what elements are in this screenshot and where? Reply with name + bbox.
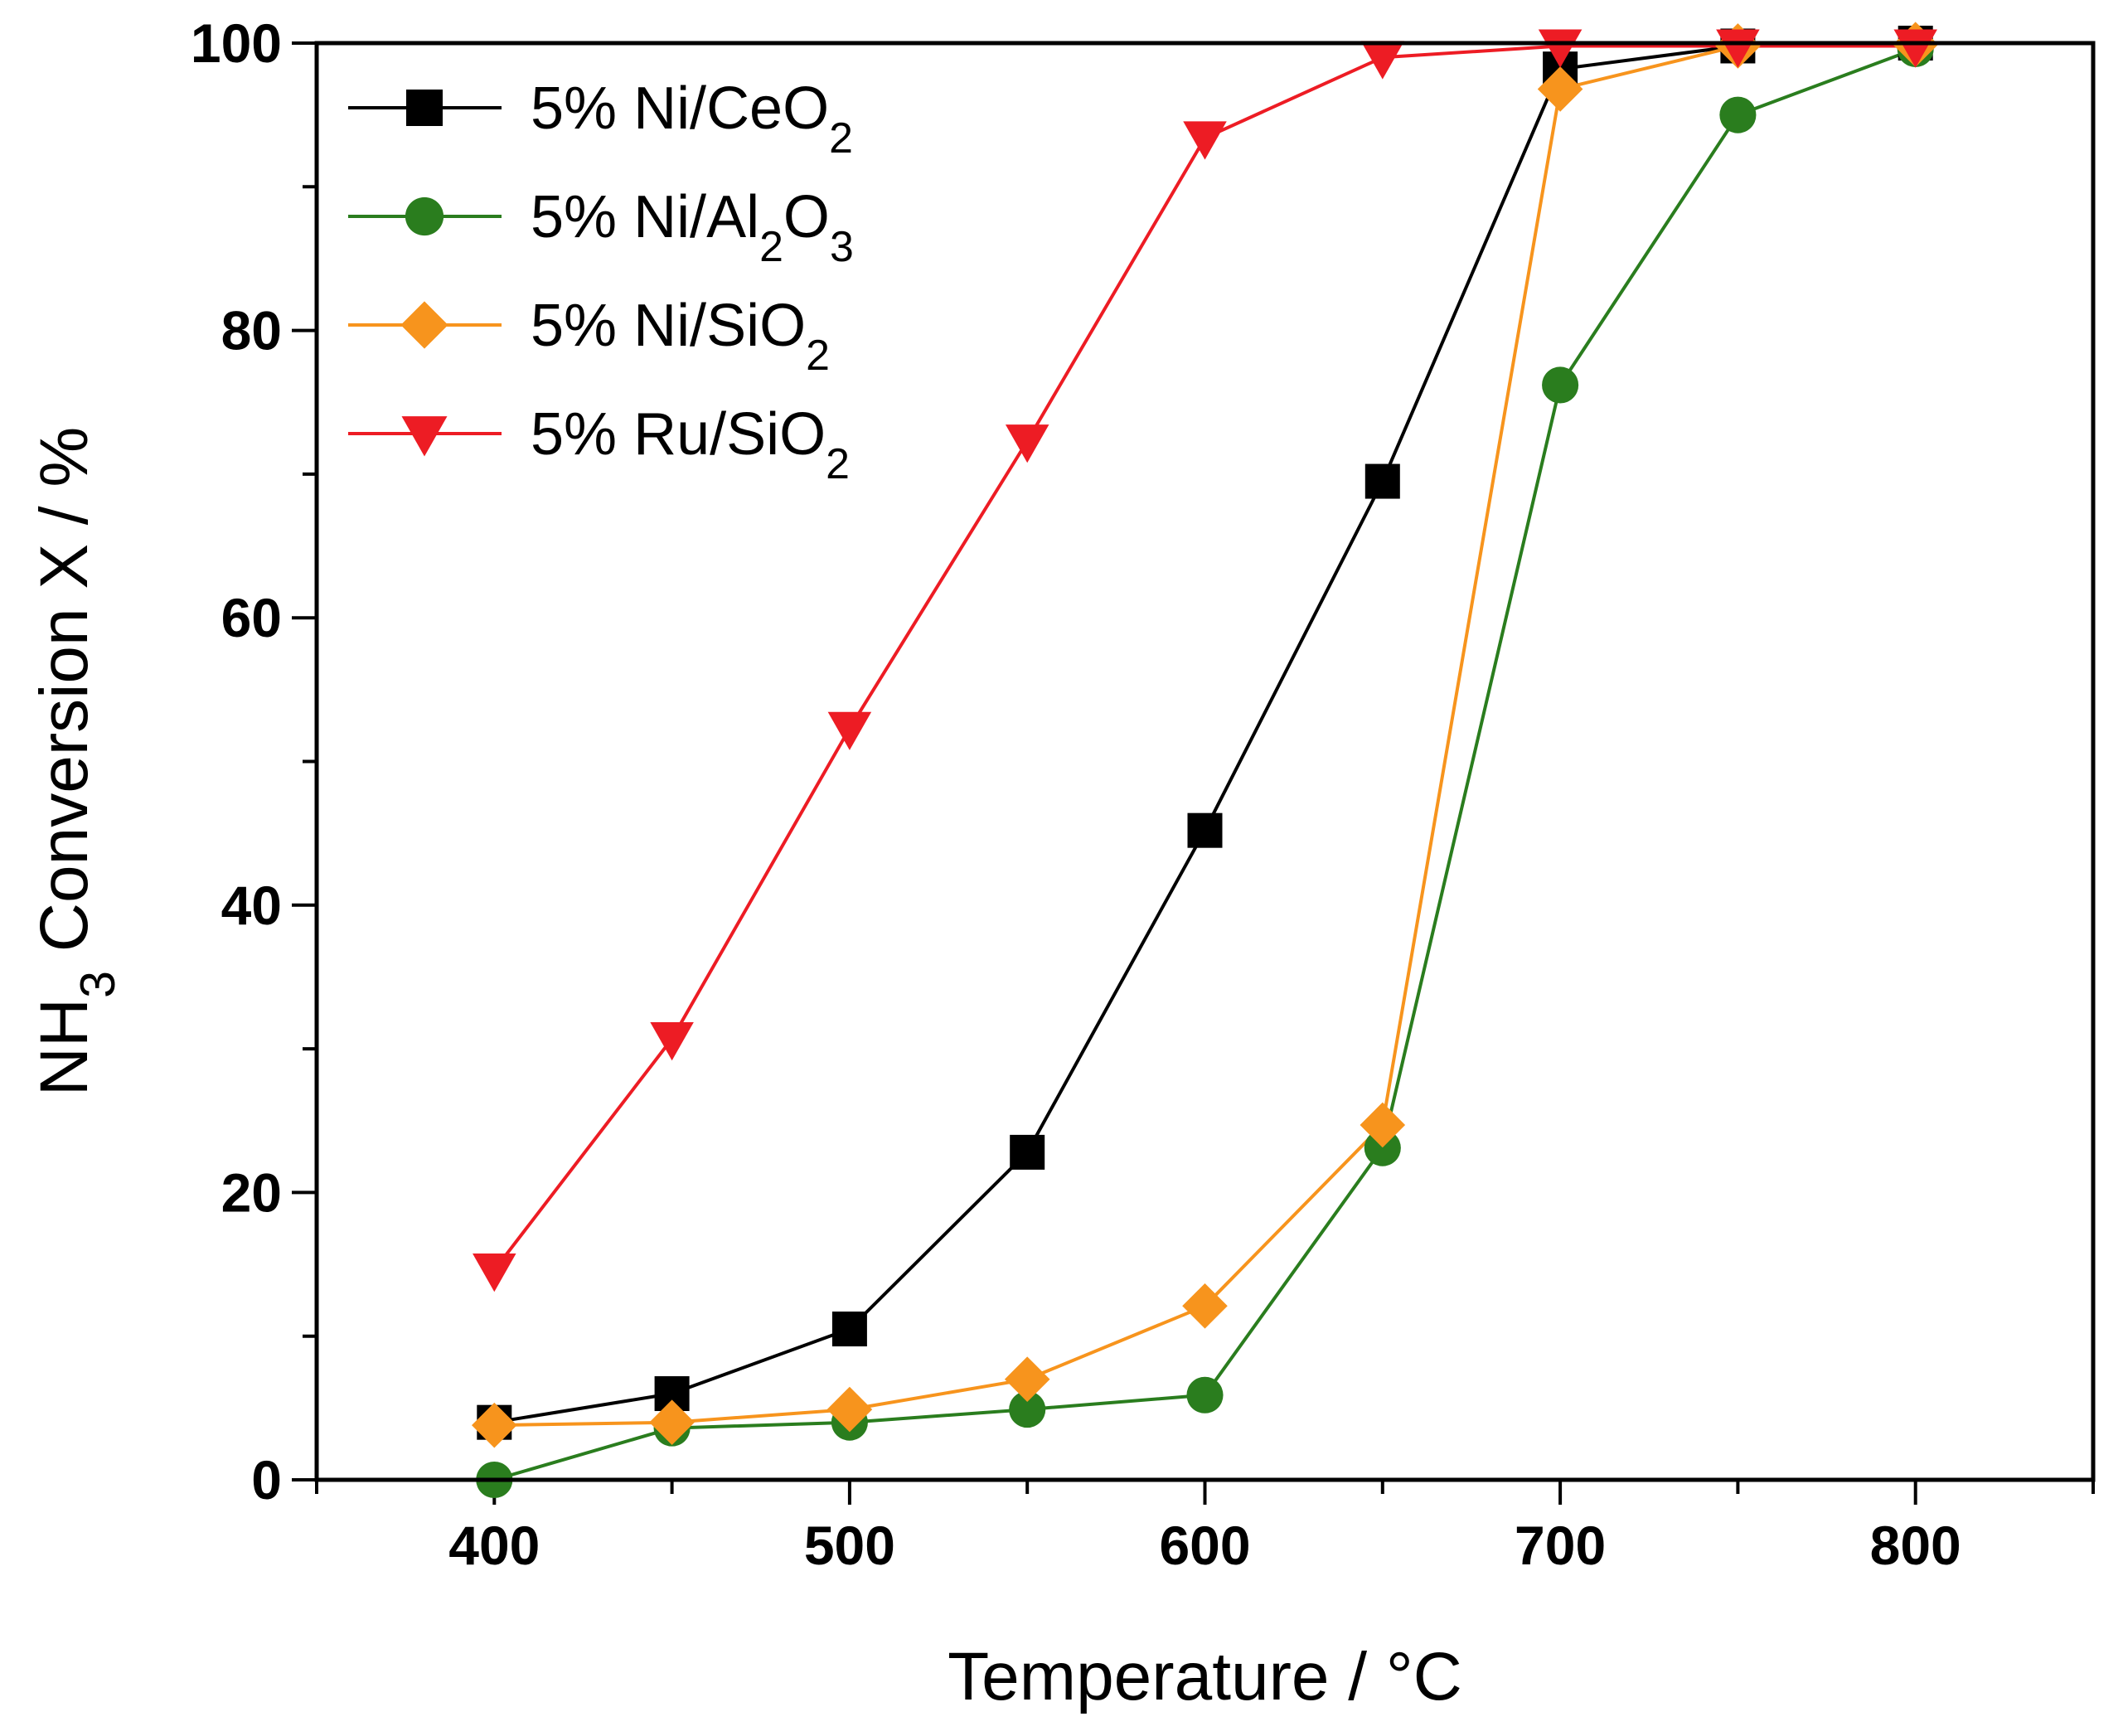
legend-label-1: 5% Ni/CeO2 <box>531 75 853 162</box>
y-axis-title-part-2: 3 <box>70 971 125 998</box>
legend-label-3-part-2: 2 <box>806 331 830 379</box>
series-line-2 <box>493 47 1917 1481</box>
y-axis-title: NH3 Conversion X / % <box>27 427 125 1097</box>
legend-marker-3 <box>400 301 448 349</box>
series-1-point <box>1364 463 1400 499</box>
series-4-point <box>650 1022 694 1061</box>
legend-label-3: 5% Ni/SiO2 <box>531 293 830 379</box>
legend-label-2-part-3: O <box>783 184 830 250</box>
plot-frame <box>314 41 2096 1482</box>
y-axis-title-part-1: NH <box>27 998 102 1096</box>
legend-label-1-part-2: 2 <box>829 114 853 162</box>
series-2-point <box>1542 366 1579 404</box>
series-2-point <box>1719 96 1757 133</box>
series-2-point <box>1186 1376 1224 1414</box>
x-tick-label: 800 <box>1870 1515 1961 1576</box>
y-tick-label: 0 <box>251 1449 282 1511</box>
series-3-point <box>1182 1283 1228 1329</box>
y-tick-label: 60 <box>221 587 282 648</box>
series-2-point <box>1364 1129 1401 1166</box>
series-1-point <box>1187 812 1223 848</box>
series-1-point <box>831 1312 867 1347</box>
x-tick-label: 600 <box>1159 1515 1250 1576</box>
y-tick-label: 20 <box>221 1161 282 1223</box>
series-4-point <box>827 711 872 750</box>
series-3-point <box>1004 1356 1050 1402</box>
plot-frame-layer <box>314 41 2096 1482</box>
x-tick-label: 500 <box>804 1515 895 1576</box>
legend-label-2-part-1: 5% Ni/Al <box>531 184 759 250</box>
legend-label-4-part-2: 2 <box>826 439 850 487</box>
axis-label-layer: 400 500 600 700 800 0 20 40 60 80 100 Temperature /… <box>27 12 1961 1714</box>
series-4-point <box>1360 41 1405 80</box>
legend-marker-4 <box>401 416 448 457</box>
series-3-point <box>826 1386 873 1433</box>
series-2-point <box>1009 1391 1046 1428</box>
legend-marker-2 <box>405 196 444 236</box>
x-tick-label: 700 <box>1515 1515 1606 1576</box>
legend-label-3-part-1: 5% Ni/SiO <box>531 293 806 359</box>
y-tick-label: 40 <box>221 875 282 936</box>
series-4-point <box>1183 121 1227 160</box>
series-3-point <box>1537 66 1583 112</box>
series-3-point <box>472 1402 517 1448</box>
series-layer <box>472 22 1938 1499</box>
x-tick-label: 400 <box>448 1515 540 1576</box>
series-4-point <box>1716 29 1760 68</box>
y-axis-title-part-3: Conversion X / % <box>27 427 102 971</box>
series-4-point <box>1005 424 1049 463</box>
y-tick-label: 100 <box>191 12 282 74</box>
legend-label-2-part-4: 3 <box>830 222 854 270</box>
x-axis-title: Temperature / °C <box>948 1639 1462 1714</box>
series-4-point <box>1538 29 1583 68</box>
y-tick-label: 80 <box>221 300 282 361</box>
series-3-point <box>1360 1102 1406 1148</box>
series-3-point <box>649 1399 695 1445</box>
legend-marker-1 <box>406 90 443 126</box>
tick-layer <box>292 41 2095 1505</box>
legend-label-4: 5% Ru/SiO2 <box>531 401 850 487</box>
series-4-point <box>473 1254 516 1292</box>
series-line-3 <box>494 42 1916 1428</box>
legend-label-2: 5% Ni/Al2O3 <box>531 184 854 270</box>
series-4-point <box>1893 29 1937 68</box>
legend-label-2-part-2: 2 <box>759 222 783 270</box>
legend-label-1-part-1: 5% Ni/CeO <box>531 75 829 142</box>
series-1-point <box>1010 1134 1045 1170</box>
legend-label-4-part-1: 5% Ru/SiO <box>531 401 826 468</box>
